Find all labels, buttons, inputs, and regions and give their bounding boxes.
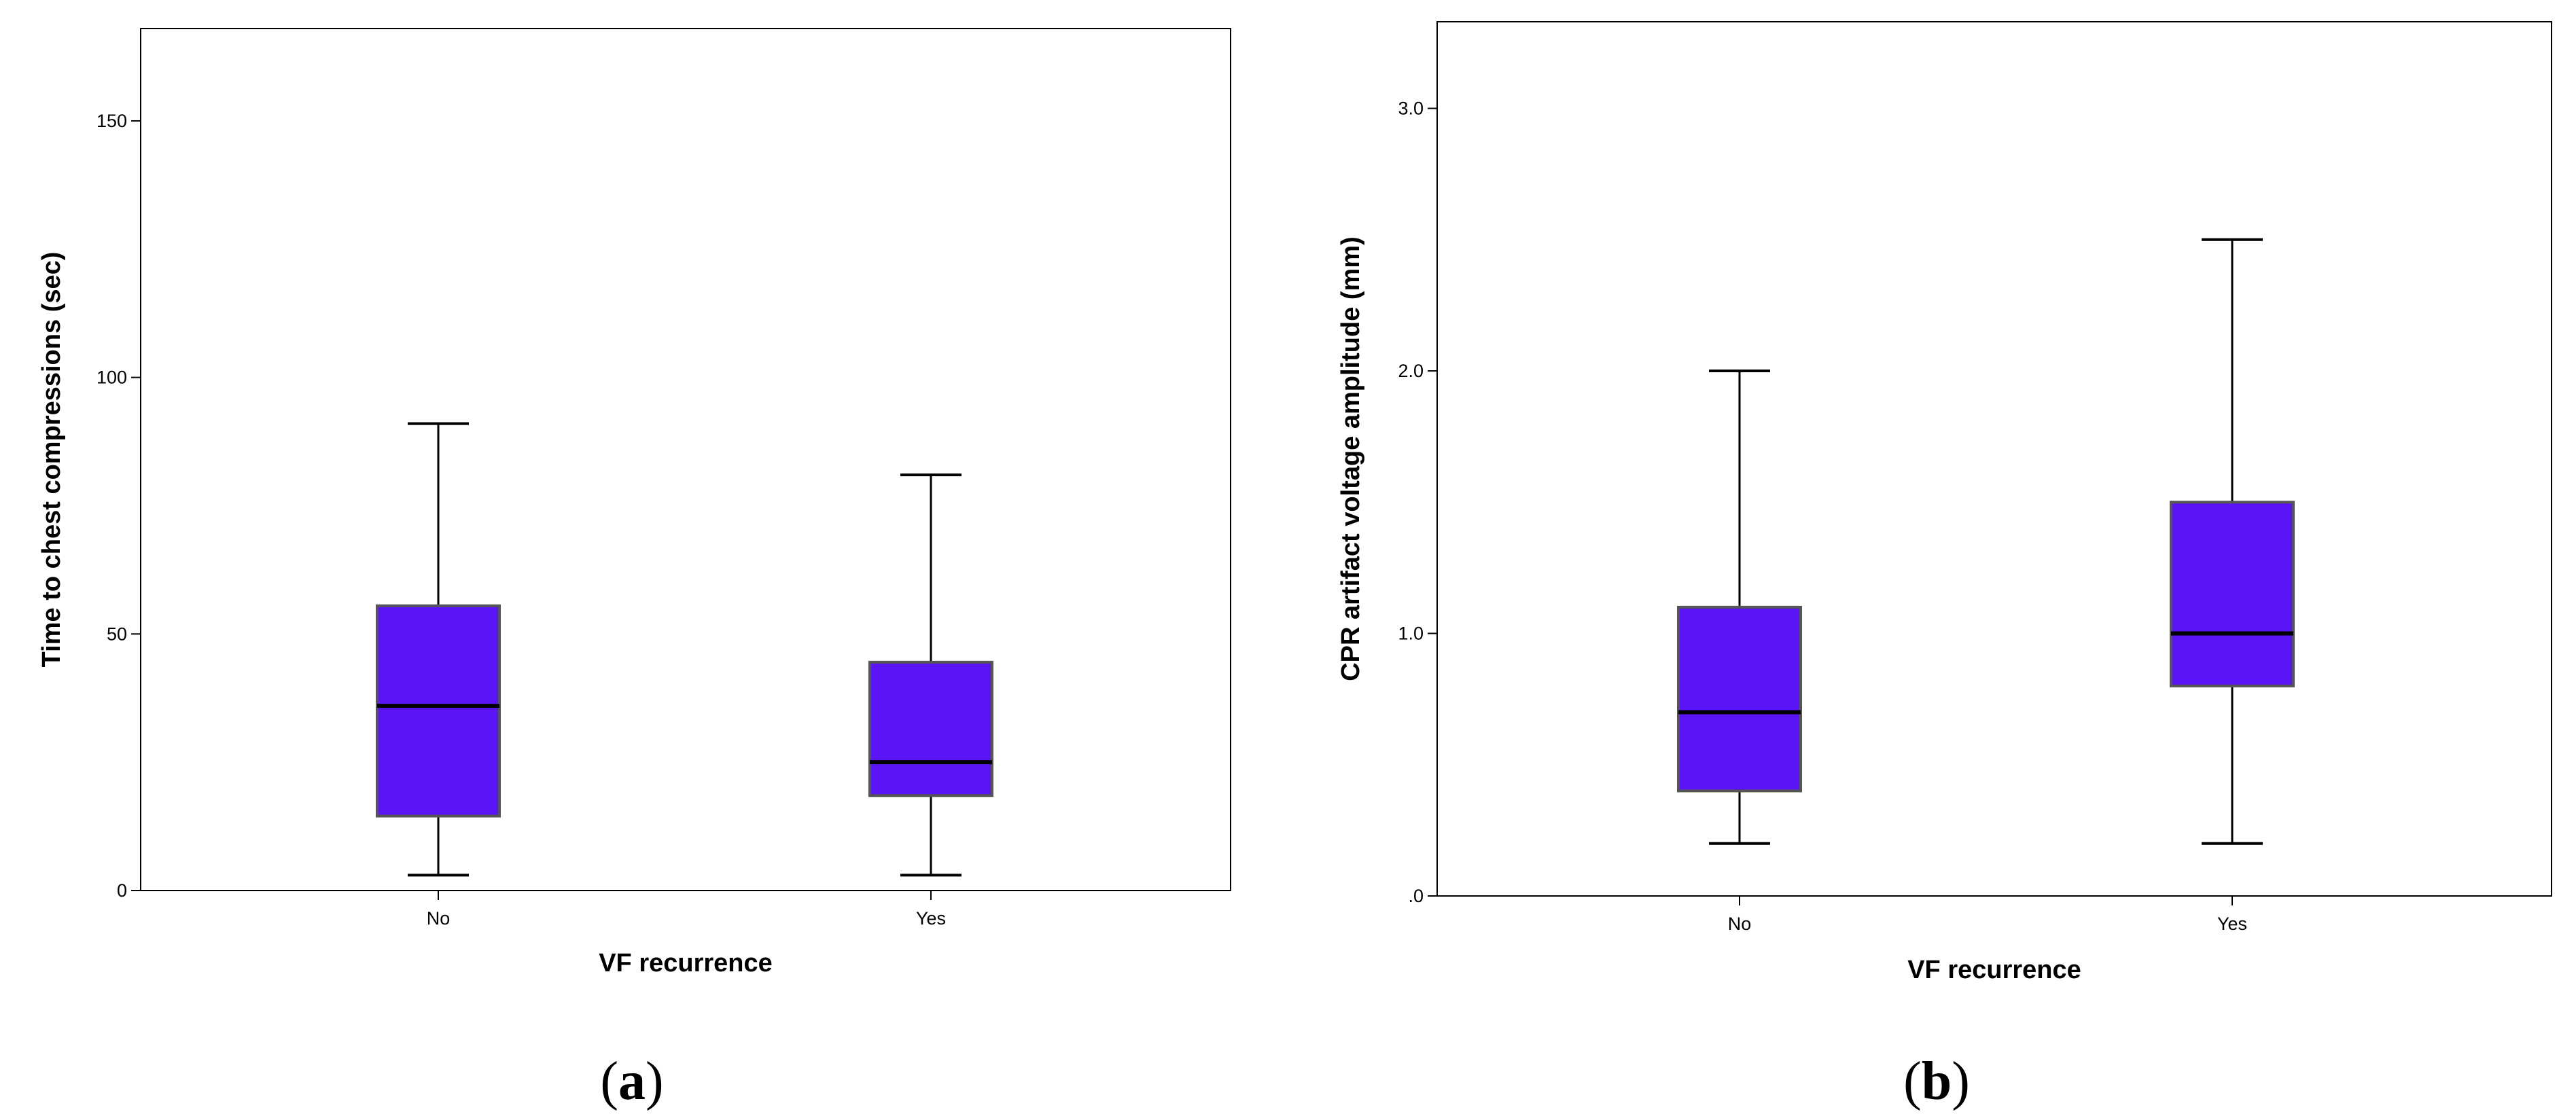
x-tick-label-a: No — [427, 908, 451, 929]
chart-a: 0 50 100 150 No Yes VF recurrence Time to ch… — [37, 28, 1231, 1111]
box-no-b — [1677, 370, 1802, 845]
y-axis-b: .0 1.0 2.0 3.0 — [1398, 98, 1437, 906]
chart-b: .0 1.0 2.0 3.0 No Yes VF recurrence CPR arti… — [1337, 21, 2552, 1111]
plot-frame-a — [140, 28, 1231, 891]
x-axis-a: No Yes — [427, 891, 946, 929]
y-tick-label-b: 1.0 — [1398, 624, 1424, 644]
boxes-a — [376, 422, 993, 877]
y-axis-title-a: Time to chest compressions (sec) — [37, 252, 66, 668]
y-tick-label-a: 50 — [107, 624, 127, 644]
panel-letter-b: b — [1922, 1052, 1952, 1111]
panel-label-a: (a) — [600, 1052, 663, 1111]
x-tick-label-b: No — [1728, 914, 1752, 934]
x-axis-title-b: VF recurrence — [1907, 956, 2081, 984]
x-axis-title-a: VF recurrence — [599, 949, 773, 977]
box-iqr — [868, 660, 993, 797]
y-tick-label-a: 150 — [96, 111, 127, 131]
y-tick-label-b: 2.0 — [1398, 361, 1424, 381]
panel-label-b: (b) — [1903, 1052, 1970, 1111]
panel-letter-a: a — [618, 1052, 646, 1111]
y-tick-label-a: 0 — [117, 880, 127, 901]
box-yes-a — [868, 473, 993, 877]
y-axis-a: 0 50 100 150 — [96, 111, 141, 901]
boxes-b — [1677, 238, 2295, 845]
x-axis-b: No Yes — [1728, 896, 2247, 934]
x-tick-label-a: Yes — [916, 908, 946, 929]
x-tick-label-b: Yes — [2217, 914, 2247, 934]
box-yes-b — [2170, 238, 2295, 845]
box-iqr — [376, 604, 501, 818]
plot-frame-b — [1436, 21, 2552, 897]
y-axis-title-b: CPR artifact voltage amplitude (mm) — [1337, 236, 1365, 681]
y-tick-label-b: 3.0 — [1398, 98, 1424, 119]
box-iqr — [1677, 605, 1802, 793]
box-no-a — [376, 422, 501, 877]
y-tick-label-a: 100 — [96, 367, 127, 388]
y-tick-label-b: .0 — [1408, 886, 1424, 906]
box-iqr — [2170, 501, 2295, 687]
